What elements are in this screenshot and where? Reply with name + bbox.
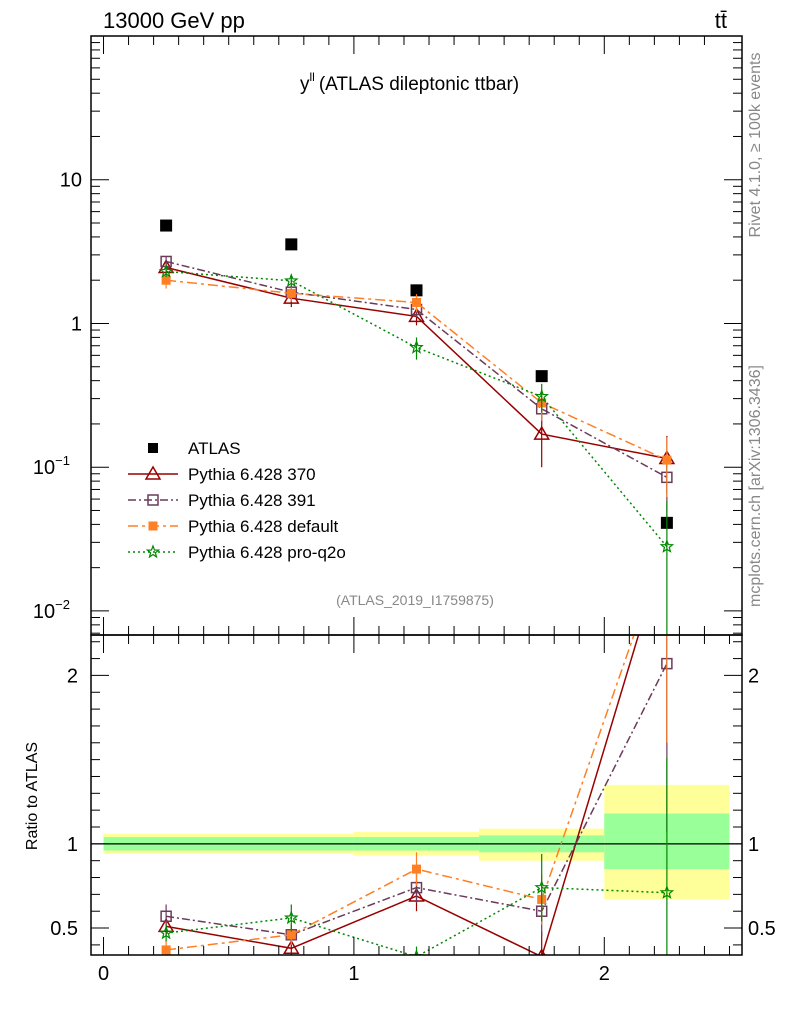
x-tick-label: 2 <box>599 963 610 985</box>
pdefault-marker <box>412 297 421 307</box>
pq2o-marker <box>283 910 299 925</box>
plot-title-superscript: ll <box>310 70 315 84</box>
legend-item-pq2o: Pythia 6.428 pro-q2o <box>128 543 346 562</box>
legend-label-pdefault: Pythia 6.428 default <box>188 517 339 536</box>
ATLAS-marker <box>160 219 173 232</box>
ATLAS-marker <box>285 238 298 251</box>
y-tick-label: 1 <box>71 313 82 335</box>
plot-title-main: y <box>300 74 310 95</box>
p370-marker <box>533 425 550 440</box>
legend-item-pdefault: Pythia 6.428 default <box>128 517 339 536</box>
legend: ATLAS Pythia 6.428 370 Pythia 6.428 391 Pyt… <box>128 439 346 562</box>
legend-label-p370: Pythia 6.428 370 <box>188 465 316 484</box>
ratio-y-tick-label: 1 <box>67 834 78 856</box>
y-tick-label-base: 10 <box>33 601 55 623</box>
ATLAS-marker <box>410 284 423 297</box>
plot-title-rest: (ATLAS dileptonic ttbar) <box>319 74 519 95</box>
ratio-y-tick-label: 0.5 <box>50 918 78 940</box>
pdefault-marker <box>412 864 421 874</box>
legend-label-ATLAS: ATLAS <box>188 439 241 458</box>
pdefault-marker <box>662 455 672 465</box>
ATLAS-marker <box>148 443 158 453</box>
p391-line <box>165 260 668 478</box>
ratio-y-tick-label-right: 2 <box>748 665 759 687</box>
p370-marker <box>408 307 425 323</box>
pq2o-marker <box>145 544 161 559</box>
pdefault-marker <box>286 288 296 298</box>
pq2o-marker <box>283 273 299 288</box>
mcplots-label: mcplots.cern.ch [arXiv:1306.3436] <box>747 365 764 607</box>
pdefault-marker <box>148 521 158 531</box>
pq2o-marker <box>534 388 550 403</box>
x-tick-label: 0 <box>98 963 109 985</box>
series-ATLAS <box>160 219 673 529</box>
y-tick-label-base: 10 <box>60 170 82 192</box>
ratio-series-pdefault <box>161 635 668 955</box>
y-tick-label-base: 1 <box>71 313 82 335</box>
pq2o-marker <box>409 339 424 354</box>
y-tick-label-exponent: −1 <box>55 453 70 468</box>
ratio-y-tick-label: 2 <box>67 665 78 687</box>
pq2o-marker <box>659 884 675 899</box>
pq2o-marker <box>659 539 675 553</box>
pq2o-marker <box>158 263 174 278</box>
p370-marker <box>144 465 162 480</box>
ATLAS-marker <box>535 370 548 383</box>
ratio-frame <box>90 634 743 956</box>
y-tick-label: 10 <box>60 170 82 192</box>
ratio-content <box>91 635 742 955</box>
pq2o-marker <box>158 925 174 940</box>
rivet-version-label: Rivet 4.1.0, ≥ 100k events <box>747 53 764 238</box>
y-tick-label: 10−2 <box>33 597 70 623</box>
ratio-panel: 2 2 1 1 0.5 0.5 0 1 2 <box>50 634 776 985</box>
p391-marker <box>160 910 172 923</box>
legend-label-p391: Pythia 6.428 391 <box>188 491 316 510</box>
ratio-y-tick-label-right: 0.5 <box>748 918 776 940</box>
ratio-ylabel: Ratio to ATLAS <box>24 742 41 850</box>
p370-marker <box>283 939 300 955</box>
y-tick-label: 10−1 <box>33 453 70 479</box>
legend-item-ATLAS: ATLAS <box>148 439 241 458</box>
pdefault-line <box>166 279 668 461</box>
legend-item-p370: Pythia 6.428 370 <box>128 465 316 484</box>
legend-item-p391: Pythia 6.428 391 <box>128 491 316 510</box>
pq2o-marker <box>409 948 424 955</box>
y-tick-label-exponent: −2 <box>55 597 70 612</box>
ratio-y-tick-label-right: 1 <box>748 834 759 856</box>
pq2o-ratio-line <box>166 886 667 955</box>
plot-title: yll (ATLAS dileptonic ttbar) <box>300 70 519 95</box>
pdefault-marker <box>161 275 171 285</box>
main-series-group <box>157 219 676 635</box>
pdefault-marker <box>161 945 171 955</box>
x-tick-label: 1 <box>348 963 359 985</box>
energy-label: 13000 GeV pp <box>103 8 245 33</box>
legend-label-pq2o: Pythia 6.428 pro-q2o <box>188 543 346 562</box>
pdefault-marker <box>286 930 296 940</box>
y-tick-label-base: 10 <box>33 457 55 479</box>
series-pdefault <box>161 272 672 498</box>
p391-marker <box>147 494 159 506</box>
pq2o-marker <box>534 879 550 894</box>
analysis-id-label: (ATLAS_2019_I1759875) <box>336 592 494 608</box>
series-pq2o <box>158 263 675 635</box>
process-label: tt̄ <box>715 8 727 33</box>
